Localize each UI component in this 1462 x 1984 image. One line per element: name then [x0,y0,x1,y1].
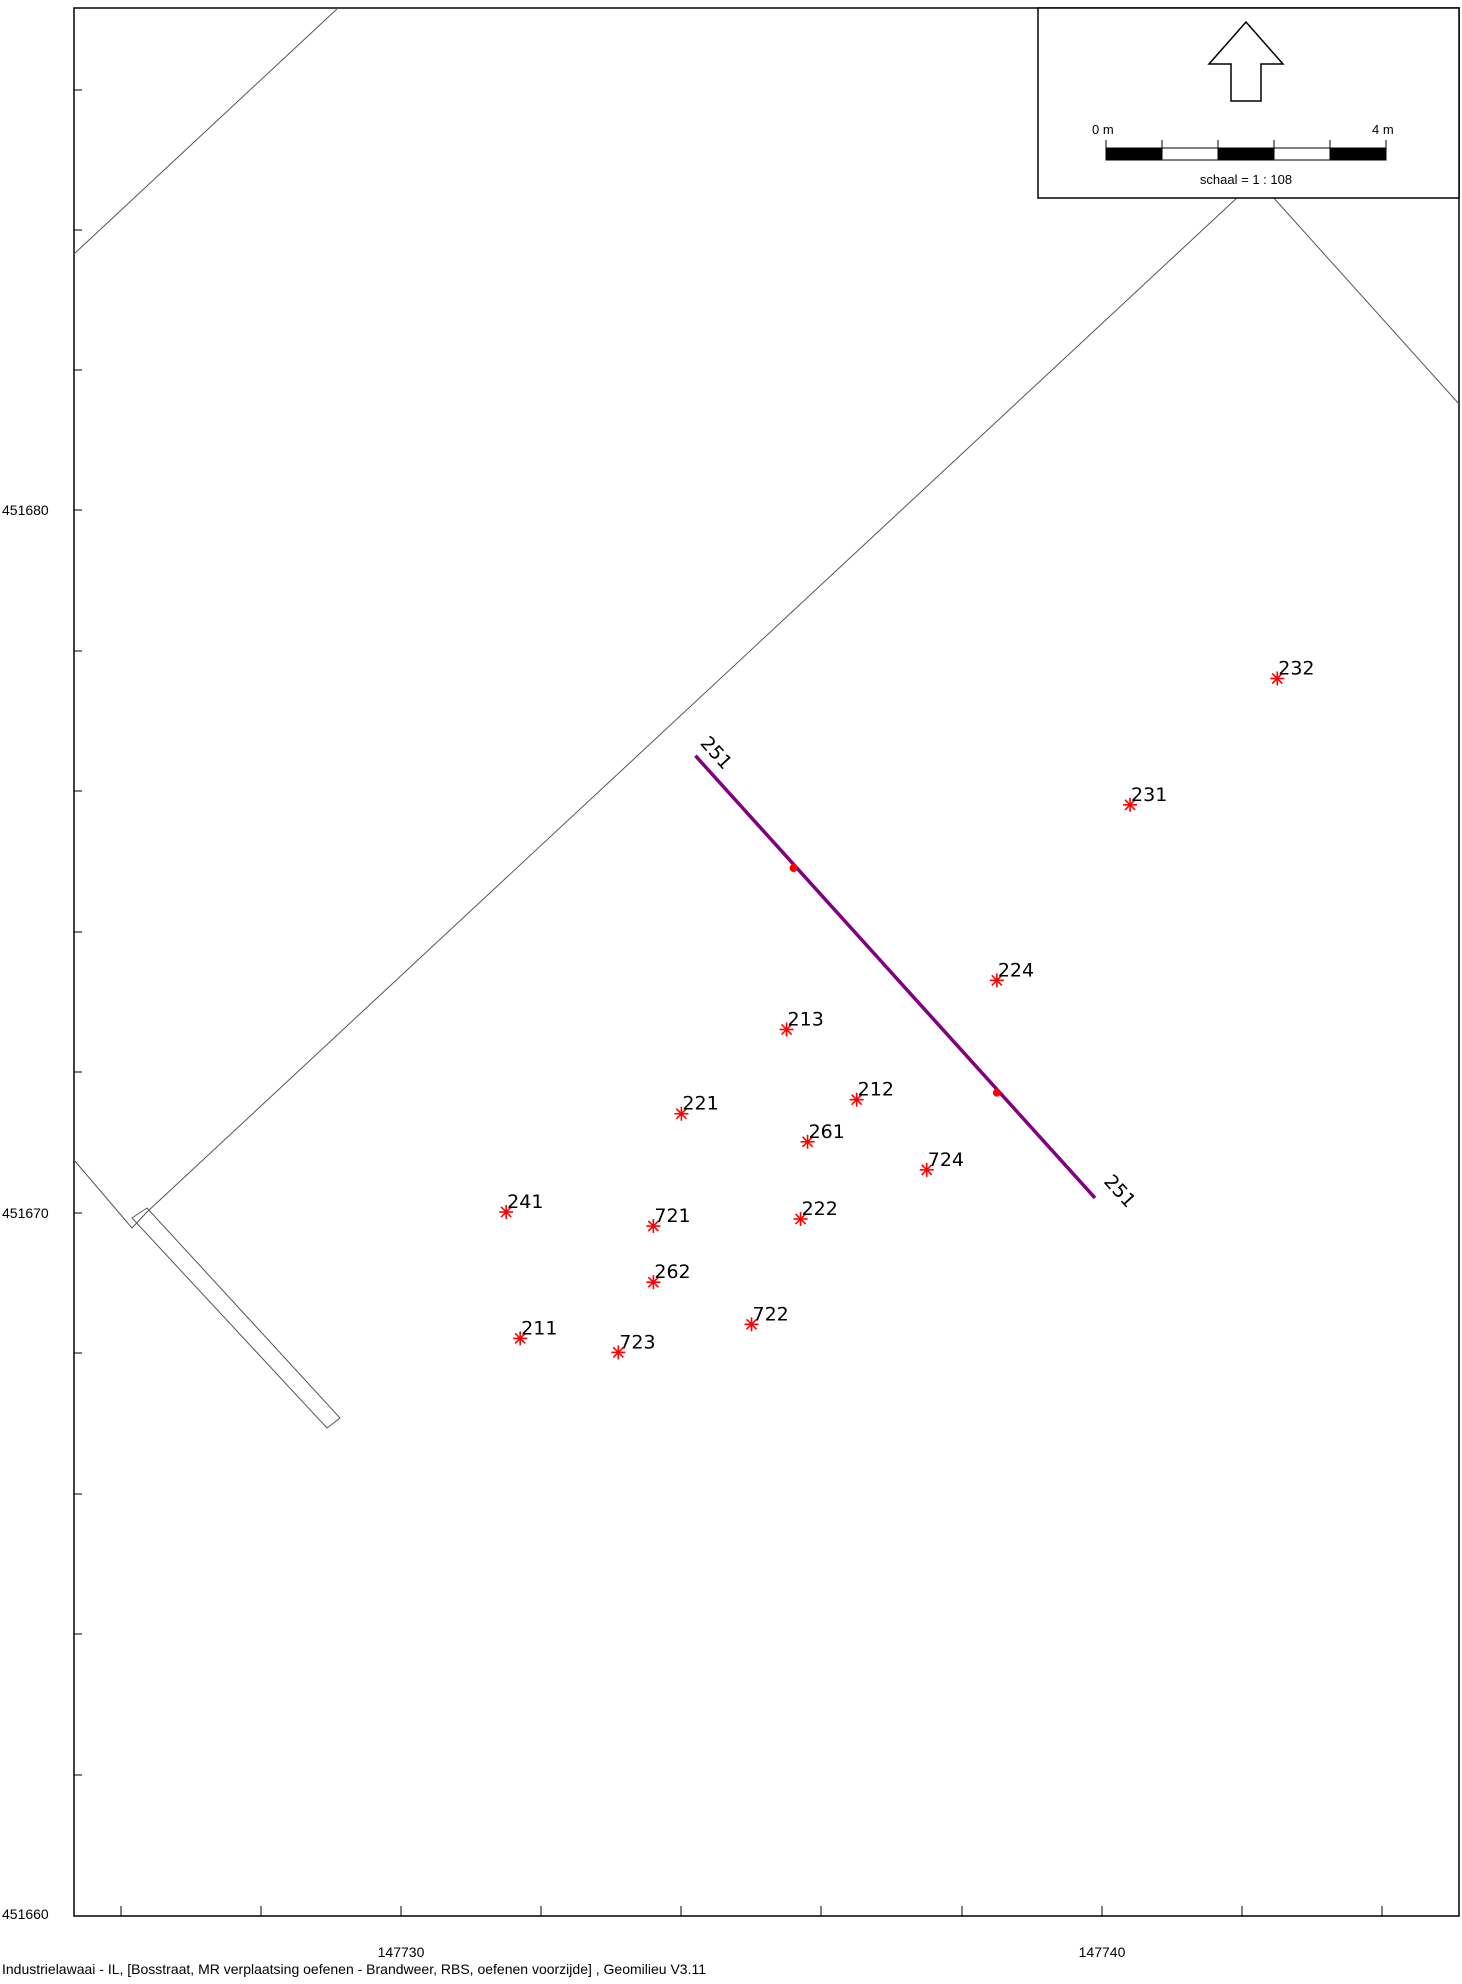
line-source-label-end: 251 [1099,1171,1140,1213]
scale-label-start: 0 m [1092,122,1114,137]
receiver-721: 721 [646,1205,691,1234]
receiver-label: 262 [654,1261,690,1283]
y-axis-label-451660: 451660 [2,1906,49,1922]
receiver-213: 213 [779,1008,824,1037]
receiver-label: 211 [521,1317,557,1339]
y-axis-label-451680: 451680 [2,502,49,518]
building-outlines [73,7,1460,1429]
receiver-224: 224 [989,959,1034,988]
north-arrow-icon [1207,20,1285,102]
line-source-vertex [992,1088,1001,1097]
scale-bar [1105,140,1387,161]
receiver-261: 261 [800,1121,845,1149]
x-axis-ticks [120,1906,1383,1916]
receiver-label: 722 [753,1303,789,1325]
line-source-label-start: 251 [696,732,737,774]
parcel-line-upper-left [73,7,339,255]
receiver-222: 222 [793,1198,838,1227]
receiver-241: 241 [499,1191,543,1219]
receiver-label: 241 [507,1191,543,1213]
receiver-points: 232 231 224 213 212 221 261 724 241 222 721 262 722 2… [499,657,1315,1360]
receiver-label: 723 [619,1331,655,1353]
receiver-211: 211 [513,1317,557,1346]
y-axis-label-451670: 451670 [2,1205,49,1221]
building-strip [131,1207,341,1429]
receiver-label: 724 [928,1149,964,1171]
receiver-label: 222 [802,1198,838,1220]
receiver-label: 212 [858,1079,894,1101]
scale-label-end: 4 m [1372,122,1394,137]
receiver-232: 232 [1270,657,1315,686]
line-source-251: 251 251 [694,732,1140,1213]
y-axis-ticks [74,89,82,1776]
receiver-724: 724 [919,1149,964,1177]
line-source-vertex [789,864,798,873]
x-axis-label-147730: 147730 [377,1944,425,1960]
receiver-label: 261 [809,1121,845,1143]
receiver-723: 723 [611,1331,656,1360]
map-frame [73,7,1460,1917]
receiver-231: 231 [1123,784,1167,812]
receiver-221: 221 [674,1093,719,1121]
scale-ratio-text: schaal = 1 : 108 [1200,172,1292,187]
receiver-722: 722 [744,1303,789,1332]
parcel-line-main [73,195,1460,1229]
receiver-label: 224 [998,959,1034,981]
receiver-262: 262 [646,1261,691,1290]
x-axis-label-147740: 147740 [1078,1944,1126,1960]
receiver-label: 213 [788,1008,824,1030]
footer-caption: Industrielawaai - IL, [Bosstraat, MR ver… [2,1961,706,1977]
line-source-path [694,754,1097,1200]
receiver-label: 232 [1278,657,1314,679]
receiver-label: 721 [654,1205,690,1227]
receiver-212: 212 [849,1079,894,1107]
scale-box: 0 m 4 m schaal = 1 : 108 [1037,7,1460,199]
receiver-label: 221 [682,1093,718,1115]
receiver-label: 231 [1131,784,1167,806]
